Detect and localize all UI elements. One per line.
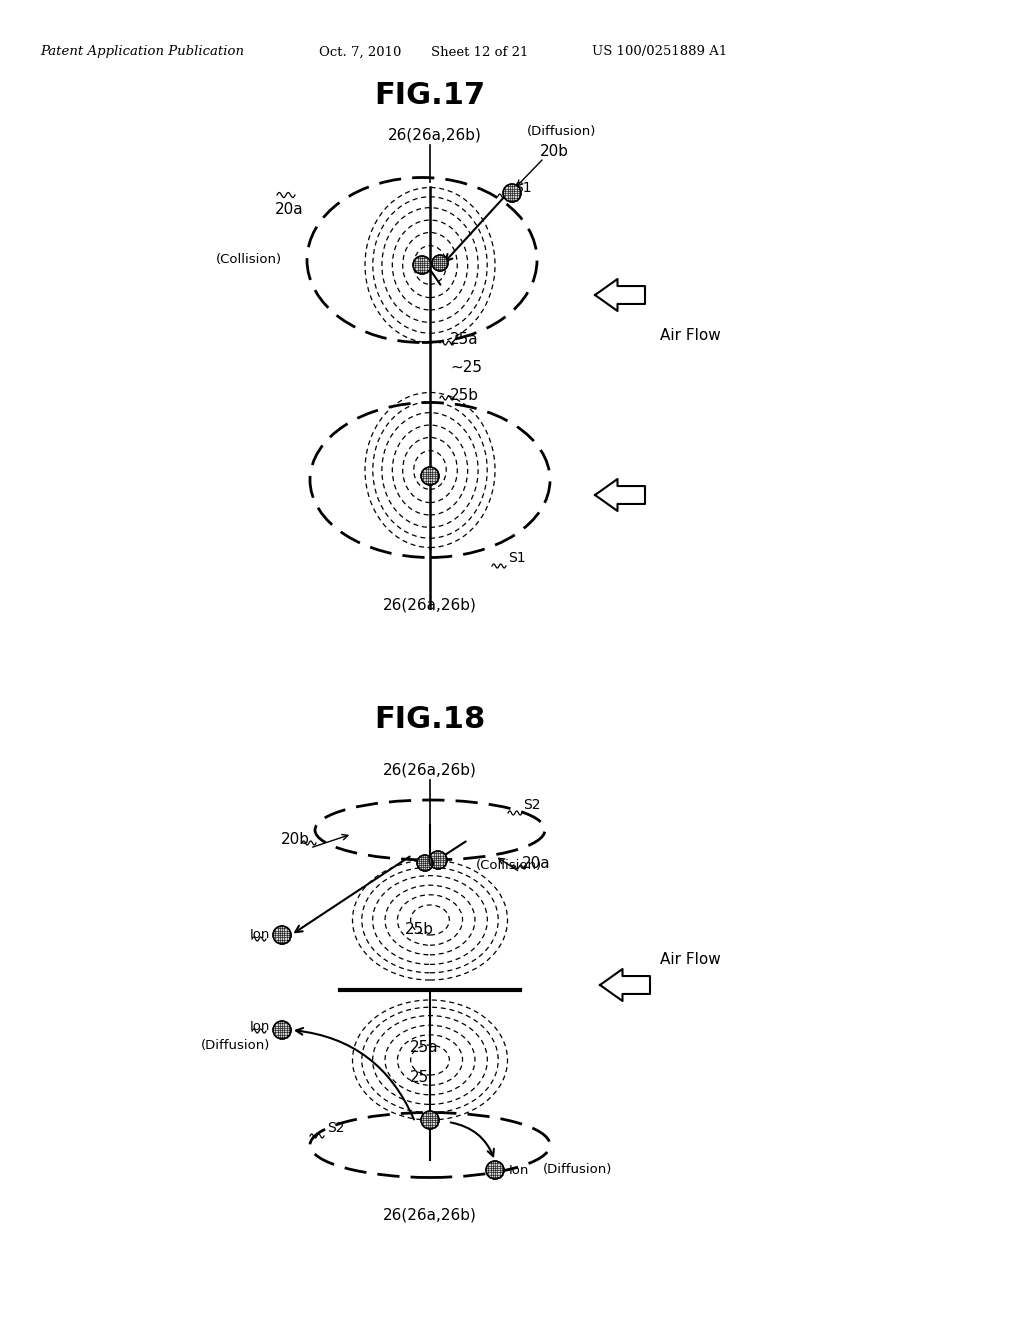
- Text: S1: S1: [508, 550, 525, 565]
- Text: Ion: Ion: [509, 1163, 529, 1176]
- Text: (Diffusion): (Diffusion): [543, 1163, 612, 1176]
- Text: 25b: 25b: [406, 923, 434, 937]
- Text: (Diffusion): (Diffusion): [527, 124, 596, 137]
- Text: 26(26a,26b): 26(26a,26b): [383, 1208, 477, 1222]
- Text: 20b: 20b: [281, 833, 310, 847]
- Circle shape: [273, 927, 291, 944]
- Text: 26(26a,26b): 26(26a,26b): [383, 598, 477, 612]
- Text: 25b: 25b: [450, 388, 479, 403]
- Circle shape: [503, 183, 521, 202]
- Text: 25: 25: [410, 1071, 429, 1085]
- Polygon shape: [595, 479, 645, 511]
- Text: 20a: 20a: [275, 202, 304, 218]
- Text: Air Flow: Air Flow: [660, 953, 721, 968]
- Circle shape: [421, 467, 439, 484]
- Text: Oct. 7, 2010: Oct. 7, 2010: [318, 45, 401, 58]
- Text: Ion: Ion: [250, 928, 270, 941]
- Circle shape: [429, 851, 447, 869]
- Text: 20a: 20a: [522, 857, 551, 871]
- Text: 25a: 25a: [410, 1040, 438, 1056]
- Text: 26(26a,26b): 26(26a,26b): [383, 763, 477, 777]
- Text: Sheet 12 of 21: Sheet 12 of 21: [431, 45, 528, 58]
- Circle shape: [432, 255, 449, 271]
- Circle shape: [421, 1111, 439, 1129]
- Polygon shape: [595, 279, 645, 312]
- Text: Patent Application Publication: Patent Application Publication: [40, 45, 244, 58]
- Circle shape: [486, 1162, 504, 1179]
- Text: FIG.17: FIG.17: [375, 81, 485, 110]
- Text: 26(26a,26b): 26(26a,26b): [388, 128, 482, 143]
- Text: 20b: 20b: [540, 144, 569, 158]
- Text: (Diffusion): (Diffusion): [201, 1039, 270, 1052]
- Text: (Collision): (Collision): [216, 253, 282, 267]
- Text: S2: S2: [523, 799, 541, 812]
- Circle shape: [413, 256, 431, 275]
- Text: Ion: Ion: [250, 1020, 270, 1034]
- Polygon shape: [600, 969, 650, 1001]
- Text: 25a: 25a: [450, 333, 478, 347]
- Text: ~25: ~25: [450, 360, 482, 375]
- Text: FIG.18: FIG.18: [375, 705, 485, 734]
- Text: (Collision): (Collision): [476, 858, 542, 871]
- Text: Air Flow: Air Flow: [660, 327, 721, 342]
- Text: S2: S2: [327, 1121, 344, 1135]
- Circle shape: [417, 855, 433, 871]
- Text: US 100/0251889 A1: US 100/0251889 A1: [592, 45, 728, 58]
- Circle shape: [273, 1020, 291, 1039]
- Text: S1: S1: [514, 181, 531, 195]
